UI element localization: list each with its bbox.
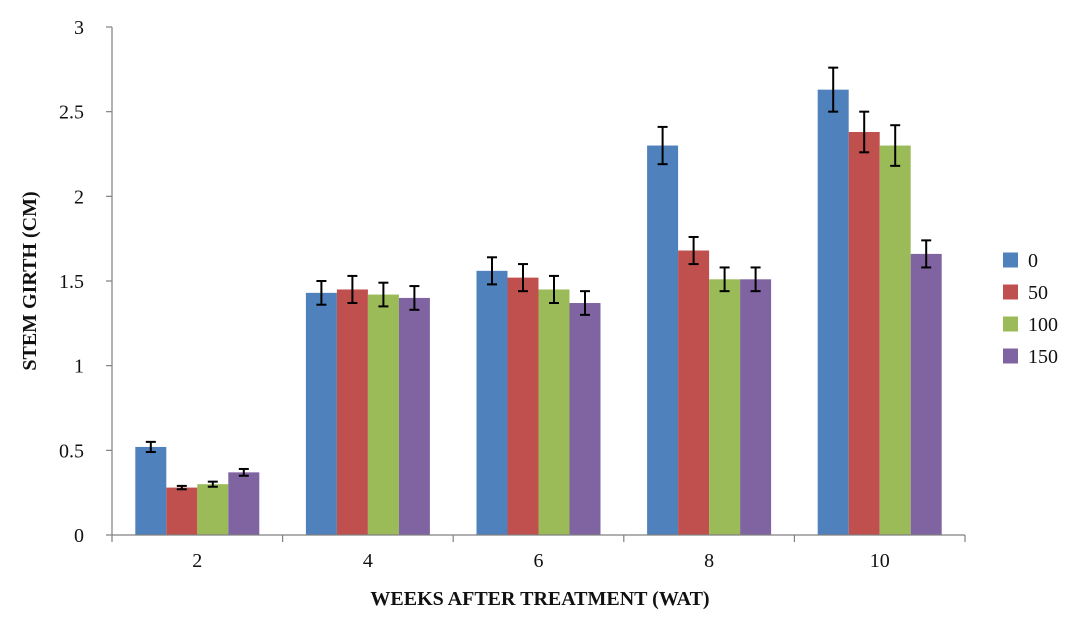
- legend-swatch: [1003, 348, 1018, 364]
- error-bar-series-0-week-8: [657, 125, 668, 166]
- bar-series-150-week-8: [740, 279, 772, 535]
- error-bar-series-100-week-8: [719, 266, 730, 293]
- error-bar-series-0-week-2: [145, 440, 156, 454]
- bar-series-50-week-10: [848, 131, 880, 535]
- legend-swatch: [1003, 316, 1018, 332]
- legend-label: 0: [1028, 250, 1038, 272]
- error-bar-series-150-week-8: [750, 266, 761, 293]
- error-bar-series-0-week-10: [828, 66, 839, 113]
- error-bar-series-150-week-4: [409, 285, 420, 311]
- y-tick-label: 1.5: [59, 271, 84, 293]
- error-bar-series-0-week-6: [487, 256, 497, 286]
- bar-series-50-week-2: [166, 487, 198, 535]
- bar-series-50-week-6: [507, 277, 539, 535]
- bar-series-100-week-8: [709, 279, 741, 535]
- legend-item-0: 0: [1003, 250, 1038, 272]
- error-bar-series-150-week-6: [580, 290, 590, 316]
- error-bar-series-50-week-6: [518, 263, 528, 293]
- x-tick-label: 2: [192, 550, 202, 572]
- bar-series-150-week-4: [398, 297, 430, 535]
- bar-series-0-week-2: [135, 446, 167, 535]
- legend-item-50: 50: [1003, 282, 1048, 304]
- legend-label: 50: [1028, 282, 1048, 304]
- error-bar-series-50-week-10: [859, 110, 870, 154]
- x-axis-title: WEEKS AFTER TREATMENT (WAT): [370, 588, 709, 610]
- error-bar-series-100-week-2: [207, 480, 218, 488]
- legend-item-100: 100: [1003, 314, 1058, 336]
- error-bar-series-50-week-4: [347, 274, 358, 305]
- y-tick-label: 2.5: [59, 102, 84, 124]
- bar-series-0-week-6: [476, 270, 508, 535]
- error-bar-series-100-week-6: [549, 274, 559, 305]
- bar-series-150-week-2: [228, 472, 260, 535]
- y-tick-label: 2: [74, 186, 84, 208]
- y-tick-label: 1: [74, 356, 84, 378]
- bar-series-100-week-10: [879, 145, 911, 536]
- tick-labels-layer: 0 0.5 1 1.5 2 2.5 3 2 4 6 8 10: [59, 17, 890, 572]
- legend-swatch: [1003, 284, 1018, 300]
- legend-label: 100: [1028, 314, 1058, 336]
- bar-series-150-week-10: [910, 253, 942, 535]
- legend-item-150: 150: [1003, 346, 1058, 368]
- bar-series-0-week-10: [817, 89, 849, 536]
- bar-series-0-week-4: [305, 292, 337, 535]
- y-tick-label: 0.5: [59, 440, 84, 462]
- bar-series-50-week-8: [678, 250, 710, 535]
- bar-series-150-week-6: [569, 303, 601, 535]
- x-tick-label: 4: [363, 550, 373, 572]
- bar-series-100-week-6: [538, 289, 570, 535]
- bar-series-0-week-8: [647, 145, 679, 536]
- error-bar-series-150-week-10: [921, 239, 932, 269]
- error-bar-series-100-week-4: [378, 281, 389, 308]
- x-tick-label: 6: [534, 550, 544, 572]
- error-bar-series-0-week-4: [316, 280, 327, 306]
- legend: 0 50 100 150: [1003, 250, 1058, 368]
- axes-layer: [106, 26, 966, 542]
- error-bar-series-100-week-10: [890, 124, 901, 167]
- y-tick-label: 0: [74, 525, 84, 547]
- bar-series-100-week-2: [197, 484, 229, 535]
- bar-series-100-week-4: [367, 294, 399, 535]
- bar-series-50-week-4: [336, 289, 368, 535]
- legend-swatch: [1003, 252, 1018, 268]
- error-bars-layer: [145, 66, 932, 491]
- legend-label: 150: [1028, 346, 1058, 368]
- error-bar-series-50-week-8: [688, 235, 699, 266]
- error-bar-series-150-week-2: [238, 467, 249, 477]
- y-axis-title: STEM GIRTH (CM): [19, 191, 41, 370]
- error-bar-series-50-week-2: [176, 484, 187, 491]
- bars-layer: [135, 89, 942, 536]
- x-tick-label: 8: [704, 550, 714, 572]
- x-tick-label: 10: [870, 550, 890, 572]
- y-tick-label: 3: [74, 17, 84, 39]
